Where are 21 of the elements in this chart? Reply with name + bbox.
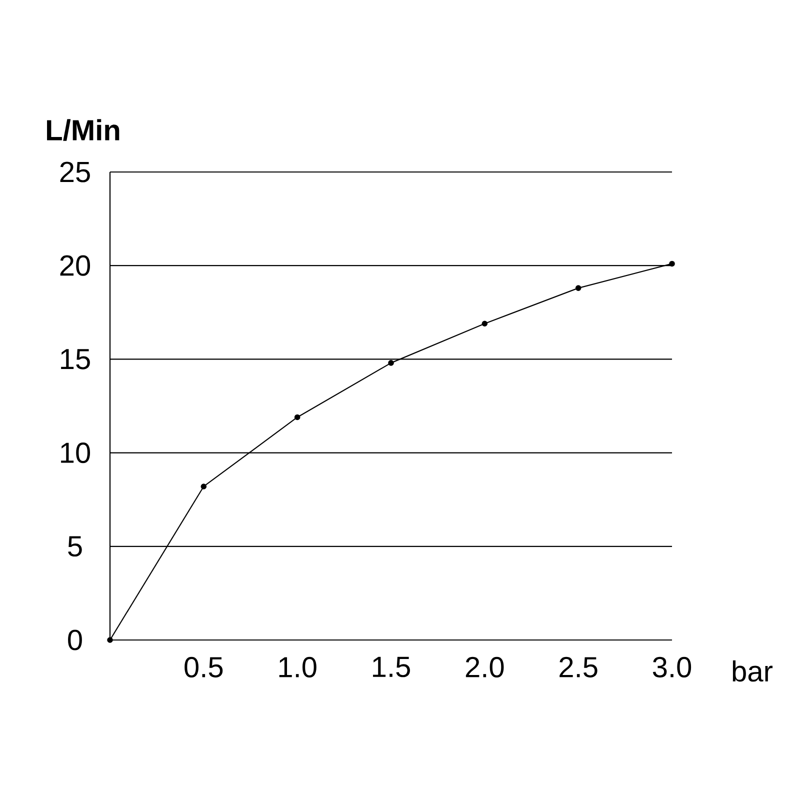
point	[669, 260, 675, 267]
y-tick-label: 20	[60, 255, 90, 276]
y-tick-label: 10	[61, 442, 90, 464]
x-axis-title: bar	[732, 660, 773, 682]
y-tick-label: 15	[61, 349, 90, 370]
x-tick-label: 1.0	[279, 656, 316, 678]
x-tick-label: 3.0	[652, 656, 692, 678]
x-tick-label: 0.5	[184, 656, 223, 678]
point	[575, 285, 582, 291]
point	[200, 484, 207, 490]
x-tick-label: 2.0	[466, 656, 504, 678]
point	[482, 320, 488, 327]
point	[107, 637, 113, 643]
x-tick-label: 1.5	[373, 656, 410, 678]
point	[294, 414, 300, 420]
y-axis-title: L/Min	[47, 119, 120, 141]
y-tick-label: 25	[60, 162, 90, 182]
y-tick-label: 5	[68, 536, 82, 557]
point	[388, 360, 394, 366]
y-tick-label: 0	[68, 630, 82, 650]
x-tick-label: 2.5	[560, 656, 598, 678]
